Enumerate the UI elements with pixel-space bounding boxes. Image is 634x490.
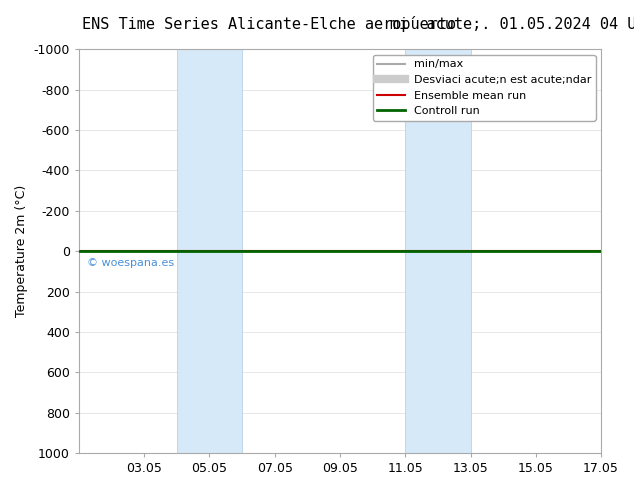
Legend: min/max, Desviaci acute;n est acute;ndar, Ensemble mean run, Controll run: min/max, Desviaci acute;n est acute;ndar… <box>373 55 595 121</box>
Bar <box>405 49 470 453</box>
Text: ENS Time Series Alicante-Elche aeropuerto: ENS Time Series Alicante-Elche aeropuert… <box>82 17 456 32</box>
Bar <box>177 49 242 453</box>
Y-axis label: Temperature 2m (°C): Temperature 2m (°C) <box>15 185 28 318</box>
Text: © woespana.es: © woespana.es <box>87 258 174 269</box>
Text: mi´ acute;. 01.05.2024 04 UTC: mi´ acute;. 01.05.2024 04 UTC <box>390 17 634 32</box>
